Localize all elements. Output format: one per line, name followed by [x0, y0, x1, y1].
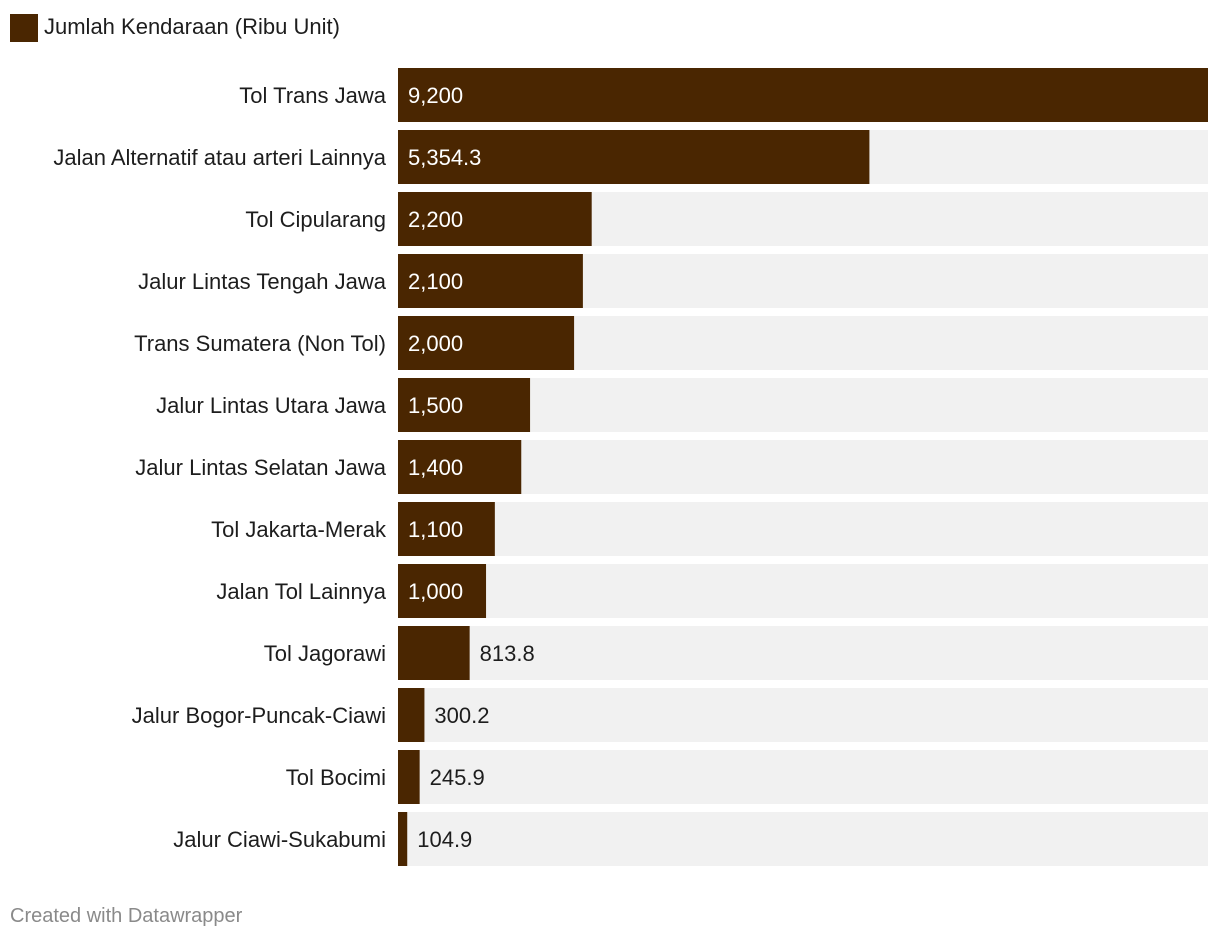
bar	[398, 440, 522, 494]
bar	[398, 812, 408, 866]
bar	[398, 316, 575, 370]
bar	[398, 688, 425, 742]
value-label: 5,354.3	[408, 145, 481, 170]
legend-label: Jumlah Kendaraan (Ribu Unit)	[44, 14, 340, 39]
category-label: Jalan Alternatif atau arteri Lainnya	[53, 145, 386, 170]
value-label: 813.8	[480, 641, 535, 666]
bar	[398, 68, 1208, 122]
bar-track	[398, 378, 1208, 432]
bar-track	[398, 440, 1208, 494]
value-labels: 9,200 5,354.3 2,200 2,100 2,000 1,500 1,400 1,1…	[408, 83, 535, 852]
value-label: 2,000	[408, 331, 463, 356]
value-label: 300.2	[434, 703, 489, 728]
bar	[398, 192, 592, 246]
category-label: Jalur Bogor-Puncak-Ciawi	[132, 703, 386, 728]
bar-track	[398, 688, 1208, 742]
bar-track	[398, 750, 1208, 804]
category-label: Tol Jagorawi	[264, 641, 386, 666]
category-label: Tol Cipularang	[245, 207, 386, 232]
value-label: 1,100	[408, 517, 463, 542]
bar	[398, 564, 487, 618]
value-label: 2,100	[408, 269, 463, 294]
category-label: Trans Sumatera (Non Tol)	[134, 331, 386, 356]
legend-swatch	[10, 14, 38, 42]
bar	[398, 750, 420, 804]
value-label: 9,200	[408, 83, 463, 108]
value-label: 1,400	[408, 455, 463, 480]
bar-track	[398, 626, 1208, 680]
bar-track	[398, 502, 1208, 556]
category-label: Jalur Lintas Selatan Jawa	[135, 455, 386, 480]
value-label: 104.9	[417, 827, 472, 852]
category-label: Jalur Ciawi-Sukabumi	[173, 827, 386, 852]
category-labels: Tol Trans Jawa Jalan Alternatif atau arte…	[53, 83, 387, 852]
bars	[398, 68, 1208, 866]
category-label: Tol Trans Jawa	[239, 83, 386, 108]
footer-credit: Created with Datawrapper	[10, 905, 243, 927]
bar	[398, 502, 495, 556]
category-label: Tol Bocimi	[286, 765, 386, 790]
value-label: 1,500	[408, 393, 463, 418]
bar-track	[398, 812, 1208, 866]
legend: Jumlah Kendaraan (Ribu Unit)	[10, 14, 340, 42]
bar-track	[398, 564, 1208, 618]
value-label: 2,200	[408, 207, 463, 232]
category-label: Jalan Tol Lainnya	[216, 579, 386, 604]
bar	[398, 626, 470, 680]
value-label: 1,000	[408, 579, 463, 604]
bar	[398, 254, 583, 308]
value-label: 245.9	[430, 765, 485, 790]
category-label: Jalur Lintas Utara Jawa	[156, 393, 387, 418]
bar	[398, 130, 870, 184]
bar	[398, 378, 531, 432]
category-label: Tol Jakarta-Merak	[211, 517, 387, 542]
category-label: Jalur Lintas Tengah Jawa	[138, 269, 387, 294]
